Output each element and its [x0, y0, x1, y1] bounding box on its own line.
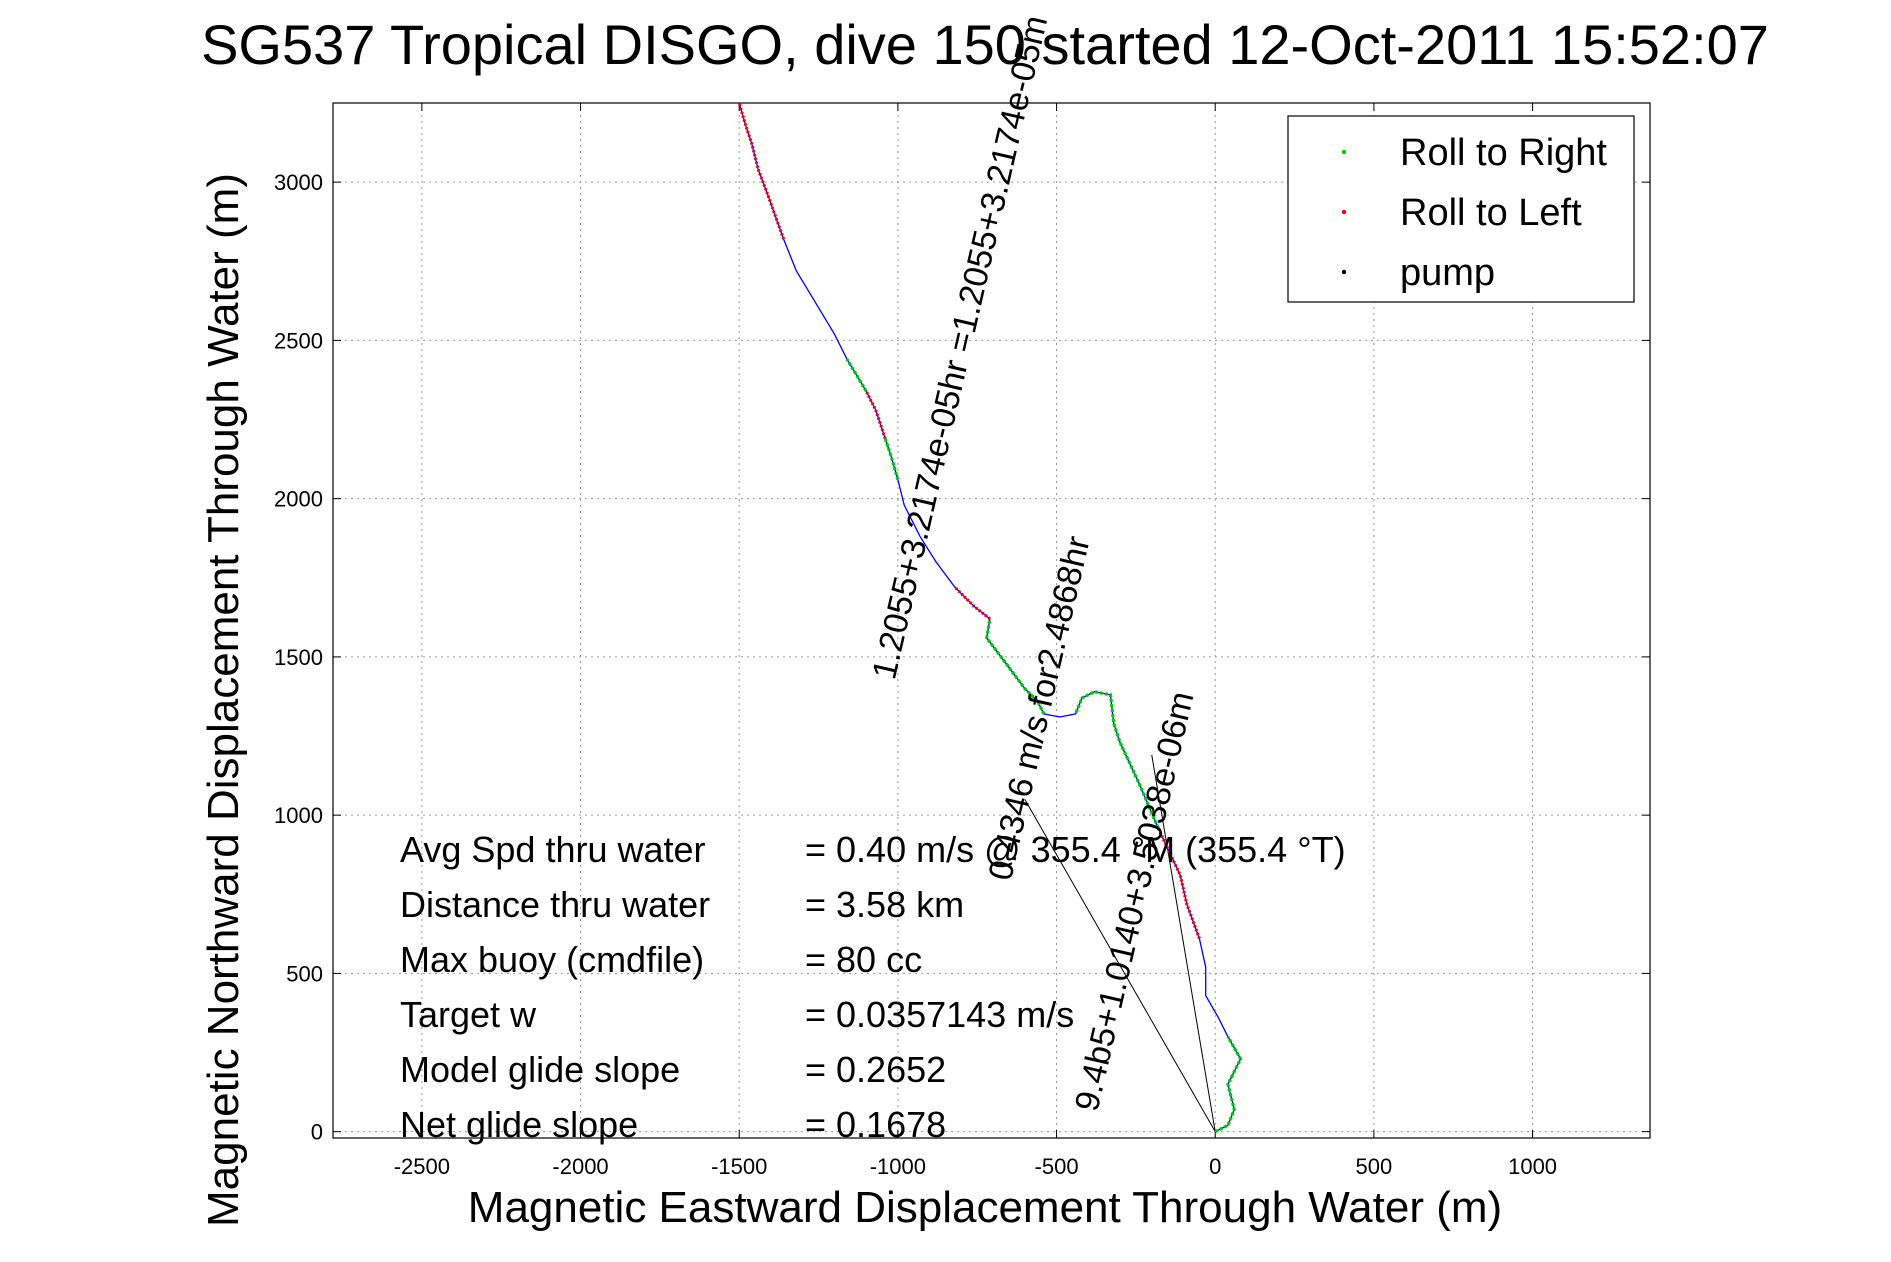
- plot-area: [332, 102, 1651, 1139]
- stat-label: Avg Spd thru water: [400, 829, 706, 870]
- y-axis-label: Magnetic Northward Displacement Through …: [199, 173, 248, 1227]
- roll-right-segment: [985, 618, 1046, 715]
- y-tick-label: 1500: [274, 645, 323, 670]
- stat-label: Max buoy (cmdfile): [400, 939, 704, 980]
- chart-title: SG537 Tropical DISGO, dive 150 started 1…: [201, 13, 1769, 76]
- y-tick-label: 500: [286, 961, 323, 986]
- roll-right-segment: [883, 437, 900, 481]
- x-tick-label: -2500: [394, 1154, 450, 1179]
- stat-value: = 0.40 m/s @ 355.4 °M (355.4 °T): [805, 829, 1346, 870]
- roll-left-segment: [953, 586, 991, 621]
- x-tick-label: 0: [1209, 1154, 1221, 1179]
- fit-line: [1151, 754, 1216, 1132]
- legend-label: Roll to Right: [1400, 132, 1607, 174]
- stat-value: = 0.2652: [805, 1049, 946, 1090]
- legend: Roll to Right Roll to Left pump: [1287, 115, 1635, 303]
- fit-line: [1024, 799, 1216, 1132]
- y-tick-label: 2500: [274, 328, 323, 353]
- x-tick-label: -1500: [711, 1154, 767, 1179]
- legend-marker: [1341, 149, 1347, 155]
- roll-left-segment: [1156, 827, 1201, 940]
- legend-label: Roll to Left: [1400, 192, 1582, 234]
- track-series: [737, 102, 1243, 1134]
- stats-block: Avg Spd thru water = 0.40 m/s @ 355.4 °M …: [400, 829, 1346, 1145]
- y-tick-label: 3000: [274, 170, 323, 195]
- legend-marker: [1341, 269, 1347, 275]
- fit-lines: [1024, 754, 1216, 1132]
- stat-label: Net glide slope: [400, 1104, 638, 1145]
- stat-value: = 0.0357143 m/s: [805, 994, 1074, 1035]
- roll-right-segment: [1214, 1035, 1243, 1134]
- legend-marker: [1341, 209, 1347, 215]
- grid: [333, 103, 1650, 1138]
- y-tick-label: 0: [311, 1120, 323, 1145]
- roll-right-segment: [845, 358, 868, 392]
- roll-right-segment: [1074, 690, 1160, 829]
- roll-left-segment: [737, 102, 786, 240]
- x-axis-label: Magnetic Eastward Displacement Through W…: [468, 1183, 1502, 1232]
- x-tick-label: -500: [1035, 1154, 1079, 1179]
- x-axis-ticks: -2500 -2000 -1500 -1000 -500 0 500 1000: [394, 103, 1557, 1179]
- stat-label: Target w: [400, 994, 537, 1035]
- x-tick-label: -1000: [870, 1154, 926, 1179]
- stat-label: Distance thru water: [400, 884, 710, 925]
- x-tick-label: 1000: [1508, 1154, 1557, 1179]
- roll-left-segment: [864, 390, 887, 440]
- y-tick-label: 2000: [274, 487, 323, 512]
- y-axis-ticks: 0 500 1000 1500 2000 2500 3000: [274, 170, 1650, 1145]
- x-tick-label: 500: [1356, 1154, 1393, 1179]
- y-tick-label: 1000: [274, 803, 323, 828]
- stat-value: = 80 cc: [805, 939, 922, 980]
- x-tick-label: -2000: [552, 1154, 608, 1179]
- legend-label: pump: [1400, 252, 1495, 294]
- stat-value: = 3.58 km: [805, 884, 964, 925]
- stat-label: Model glide slope: [400, 1049, 680, 1090]
- stat-value: = 0.1678: [805, 1104, 946, 1145]
